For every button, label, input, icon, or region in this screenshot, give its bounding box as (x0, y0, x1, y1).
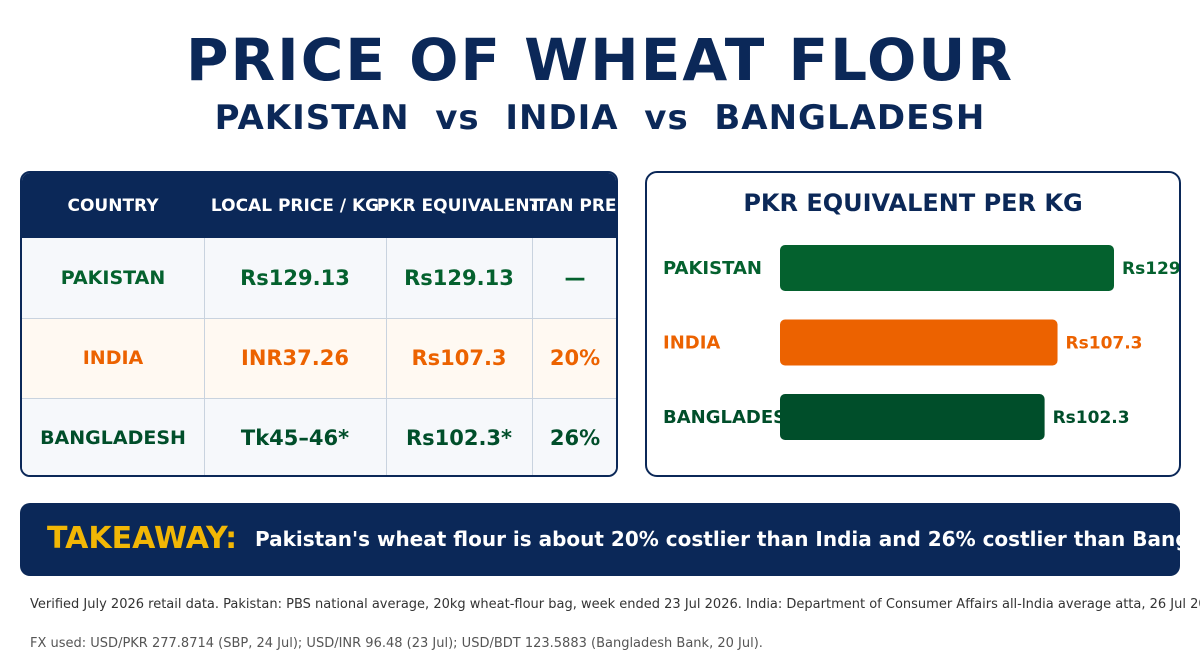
bar-value-label: Rs107.3 (1066, 334, 1143, 354)
header-country: COUNTRY (67, 195, 159, 216)
bar-category-label: BANGLADESH (663, 407, 801, 428)
takeaway-banner: TAKEAWAY: Pakistan's wheat flour is abou… (20, 503, 1180, 576)
price-table: COUNTRY LOCAL PRICE / KG PKR EQUIVALENT … (20, 171, 618, 477)
takeaway-text: Pakistan's wheat flour is about 20% cost… (255, 527, 1180, 551)
cell-pkr-equivalent: Rs102.3* (405, 426, 513, 450)
column-divider (532, 238, 533, 475)
bar-value-label: Rs102.3 (1053, 408, 1130, 428)
header-pakistan-premium: PAKISTAN PREMIUM (532, 195, 617, 216)
source-note: Verified July 2026 retail data. Pakistan… (30, 597, 1200, 612)
cell-local-price: INR37.26 (241, 346, 349, 370)
cell-country: PAKISTAN (60, 267, 166, 289)
cell-pkr-equivalent: Rs129.13 (404, 266, 514, 290)
table-header: COUNTRY LOCAL PRICE / KG PKR EQUIVALENT … (22, 173, 616, 238)
fx-note: FX used: USD/PKR 277.8714 (SBP, 24 Jul);… (30, 636, 763, 651)
cell-country: BANGLADESH (40, 427, 186, 449)
cell-premium: — (564, 266, 586, 290)
bar-pakistan (780, 245, 1114, 291)
bar-chart-panel: PKR EQUIVALENT PER KG PAKISTAN Rs129.13 IN… (645, 171, 1181, 477)
bar-category-label: PAKISTAN (663, 258, 762, 279)
table-row-bangladesh: BANGLADESH Tk45–46* Rs102.3* 26% (22, 398, 616, 475)
page-title: PRICE OF WHEAT FLOUR (185, 26, 1015, 94)
cell-premium: 20% (549, 346, 601, 370)
row-divider (22, 398, 616, 399)
bar-value-label: Rs129.13 (1122, 259, 1181, 279)
bar-chart: PAKISTAN Rs129.13 INDIA Rs107.3 BANGLADESH Rs… (663, 245, 1181, 440)
cell-local-price: Rs129.13 (240, 266, 350, 290)
header-local-price: LOCAL PRICE / KG (210, 195, 380, 216)
header-pkr-equivalent: PKR EQUIVALENT (376, 195, 542, 216)
bar-bangladesh (780, 394, 1045, 440)
table-row-india: INDIA INR37.26 Rs107.3 20% (22, 318, 616, 398)
cell-pkr-equivalent: Rs107.3 (411, 346, 507, 370)
column-divider (204, 238, 205, 475)
bar-category-label: INDIA (663, 333, 720, 354)
cell-country: INDIA (82, 347, 144, 369)
cell-premium: 26% (549, 426, 601, 450)
takeaway-label: TAKEAWAY: (47, 521, 238, 556)
bar-india (780, 319, 1058, 366)
chart-title: PKR EQUIVALENT PER KG (743, 189, 1083, 217)
row-divider (22, 318, 616, 319)
column-divider (386, 238, 387, 475)
table-row-pakistan: PAKISTAN Rs129.13 Rs129.13 — (22, 238, 616, 318)
page-subtitle: PAKISTAN vs INDIA vs BANGLADESH (214, 98, 986, 138)
cell-local-price: Tk45–46* (240, 426, 350, 450)
